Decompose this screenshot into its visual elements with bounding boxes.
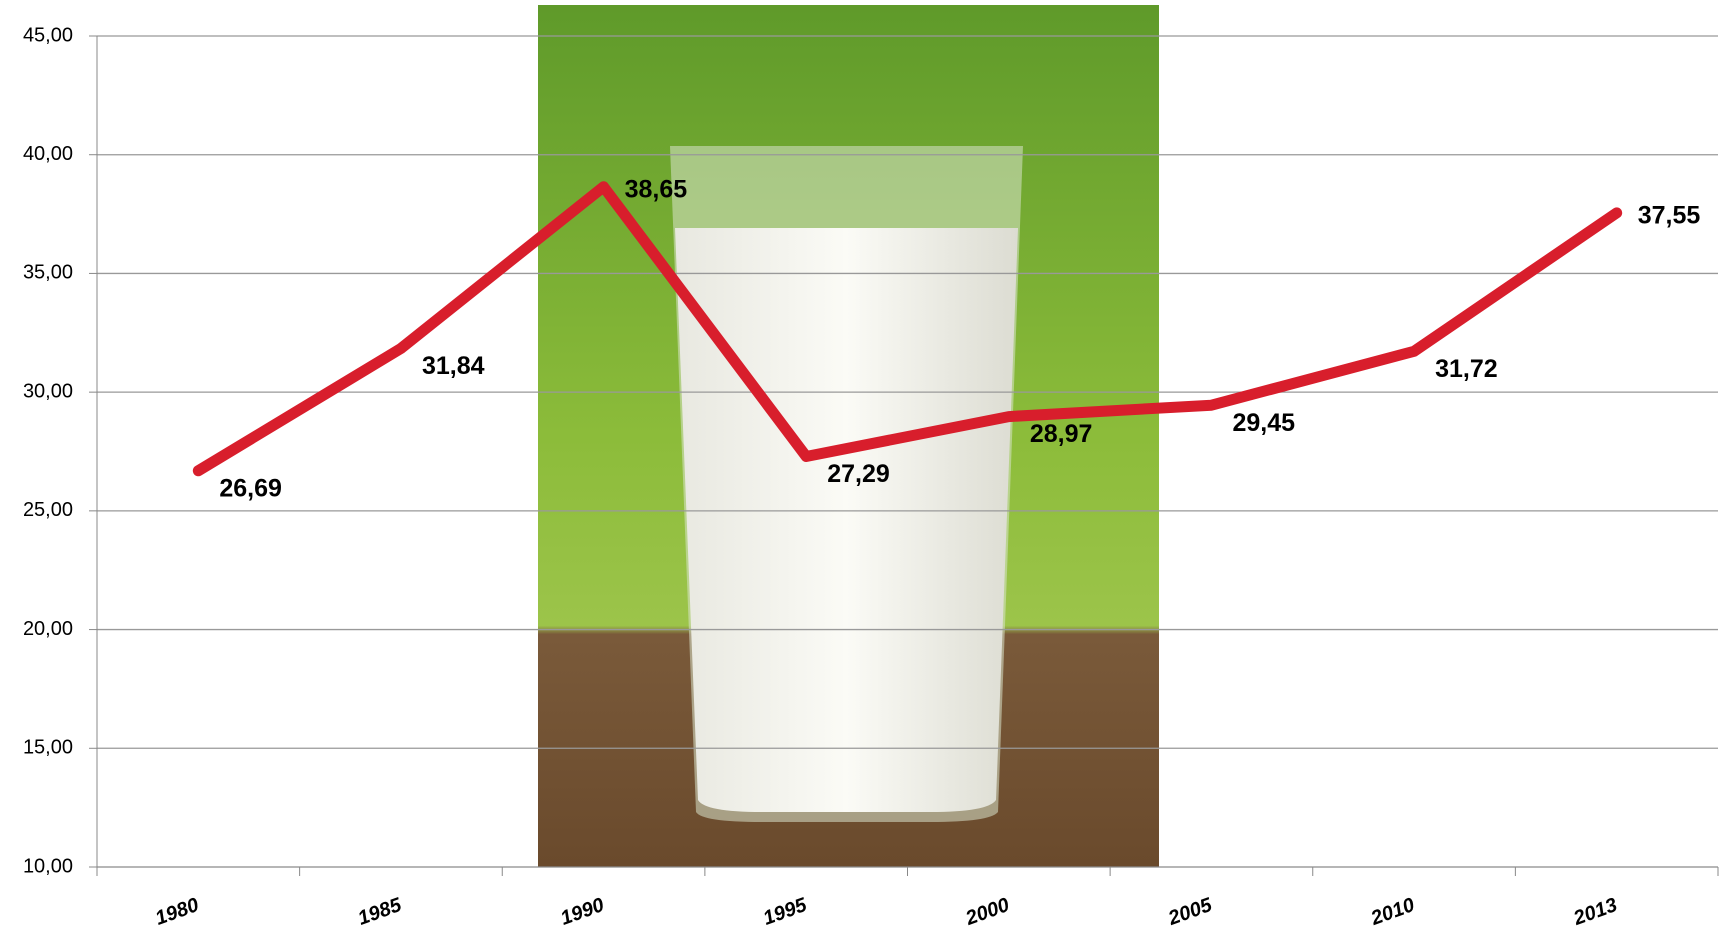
x-tick-label: 1980 xyxy=(152,894,201,930)
x-tick-label: 1995 xyxy=(760,894,810,930)
y-tick-label: 30,00 xyxy=(23,380,73,402)
x-tick-label: 1985 xyxy=(355,894,405,930)
data-label: 27,29 xyxy=(827,460,890,488)
data-label: 37,55 xyxy=(1638,201,1701,229)
y-tick-label: 15,00 xyxy=(23,737,73,759)
data-label: 38,65 xyxy=(625,175,688,203)
x-tick-label: 2000 xyxy=(962,894,1012,930)
y-tick-label: 45,00 xyxy=(23,24,73,46)
data-label: 31,72 xyxy=(1435,355,1498,383)
y-tick-label: 35,00 xyxy=(23,262,73,284)
y-tick-label: 25,00 xyxy=(23,499,73,521)
data-label: 29,45 xyxy=(1232,409,1295,437)
y-tick-label: 10,00 xyxy=(23,855,73,877)
x-tick-label: 1990 xyxy=(558,894,607,930)
data-label: 28,97 xyxy=(1030,420,1093,448)
x-tick-label: 2010 xyxy=(1367,894,1417,930)
data-label: 26,69 xyxy=(219,474,282,502)
y-tick-label: 20,00 xyxy=(23,618,73,640)
x-tick-label: 2005 xyxy=(1165,894,1216,931)
x-tick-label: 2013 xyxy=(1570,894,1620,930)
y-tick-label: 40,00 xyxy=(23,143,73,165)
line-series xyxy=(192,181,1623,477)
background-photo xyxy=(538,5,1159,867)
grid xyxy=(97,35,1718,868)
data-label: 31,84 xyxy=(422,352,485,380)
